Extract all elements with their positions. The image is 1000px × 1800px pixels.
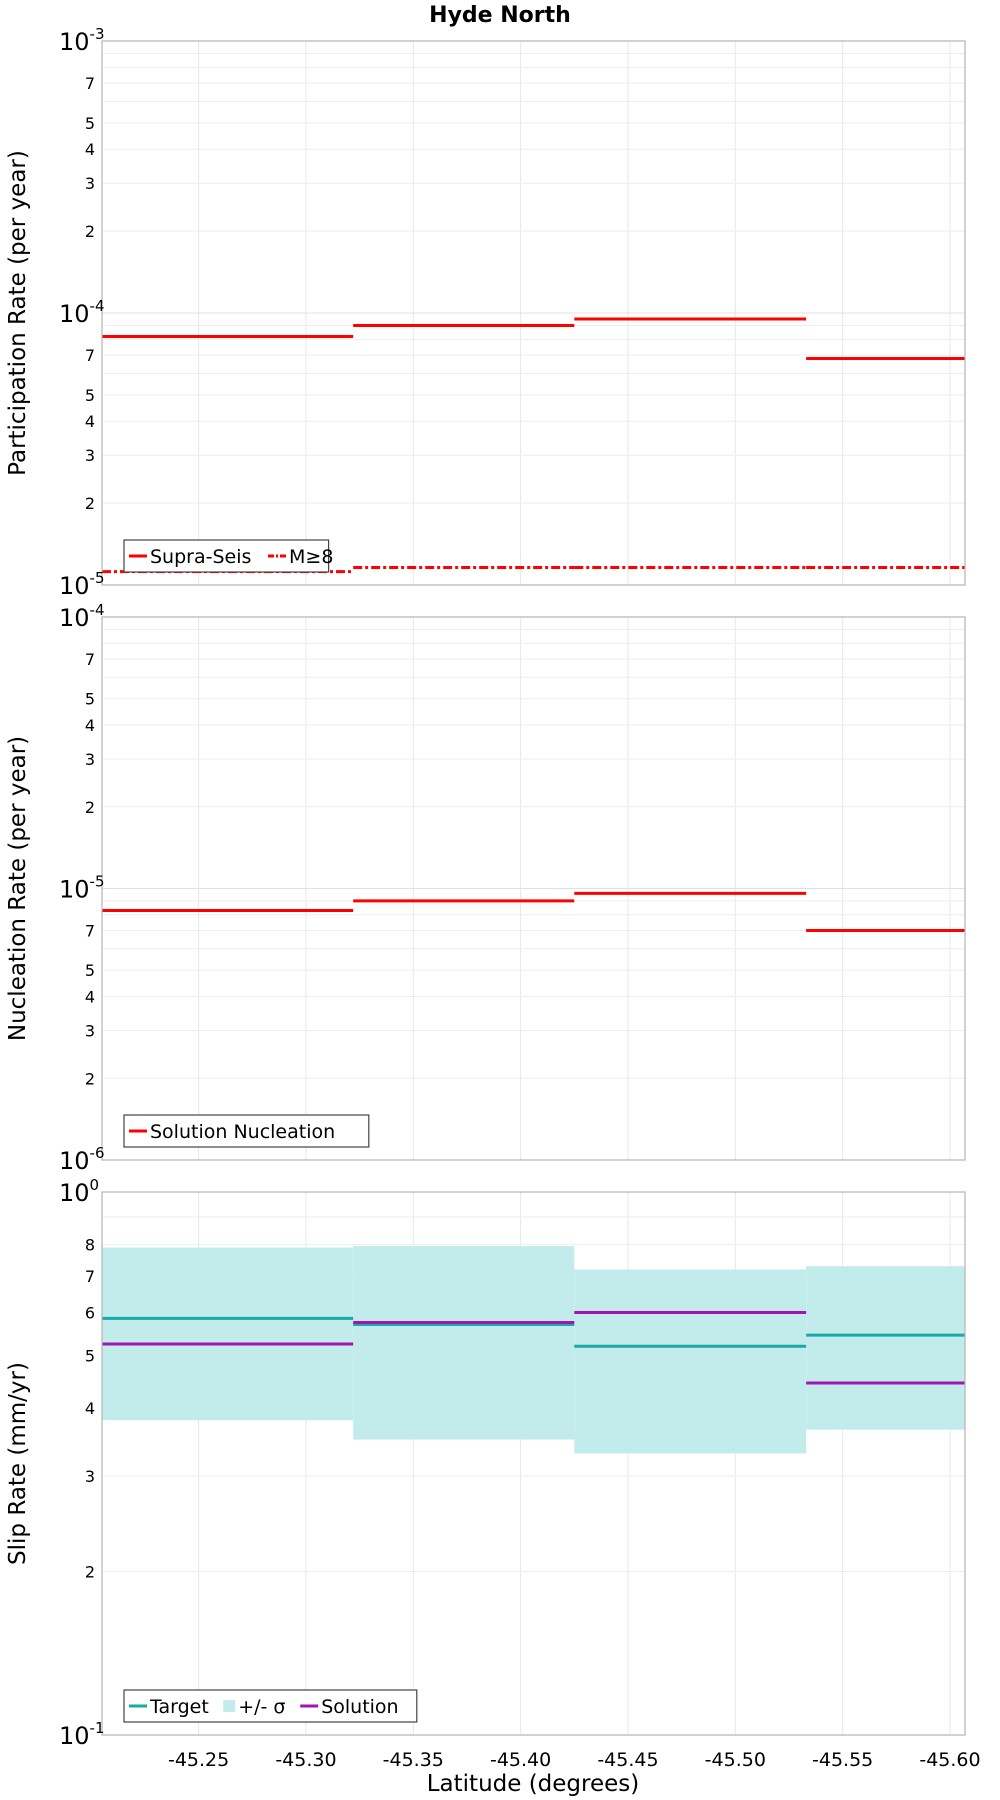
y-minor-tick-label: 5: [85, 961, 95, 980]
x-tick-label: -45.55: [812, 1749, 873, 1771]
sigma-band-segment: [102, 1247, 354, 1421]
y-minor-tick-label: 7: [85, 922, 95, 941]
panel-participation: 2 3 4 5 7 2 3 4 5 7 10-5 10-4 10-3 Participation Rate…: [5, 25, 966, 600]
y-minor-tick-label: 2: [85, 1069, 95, 1088]
legend-label: Target: [149, 1696, 209, 1718]
y-minor-tick-label: 3: [85, 446, 95, 465]
y-minor-tick-label: 2: [85, 798, 95, 817]
x-tick-label: -45.25: [168, 1749, 229, 1771]
y-axis-label: Nucleation Rate (per year): [5, 736, 31, 1041]
y-minor-tick-label: 3: [85, 174, 95, 193]
y-minor-tick-label: 8: [85, 1236, 95, 1255]
y-minor-tick-label: 4: [85, 716, 95, 735]
x-tick-label: -45.30: [275, 1749, 336, 1771]
legend-label: +/- σ: [238, 1696, 285, 1718]
panel-nucleation: 2 3 4 5 7 2 3 4 5 7 10-6 10-5 10-4 Nucleation Rate (p…: [5, 601, 966, 1175]
chart-title: Hyde North: [429, 3, 571, 28]
y-decade-tick-label: 10-5: [59, 873, 105, 904]
legend-label: Supra-Seis: [150, 546, 251, 568]
y-axis-label: Slip Rate (mm/yr): [5, 1362, 31, 1565]
sigma-band-segment: [806, 1266, 965, 1430]
y-minor-tick-label: 6: [85, 1303, 95, 1322]
legend-box: [123, 1114, 370, 1148]
y-axis-label: Participation Rate (per year): [5, 150, 31, 476]
y-minor-tick-label: 2: [85, 222, 95, 241]
legend: Supra-Seis M≥8: [123, 539, 333, 573]
legend-box: [123, 539, 330, 573]
y-minor-tick-label: 5: [85, 1346, 95, 1365]
legend-label: Solution: [321, 1696, 398, 1718]
y-minor-tick-label: 4: [85, 412, 95, 431]
y-minor-tick-label: 2: [85, 494, 95, 513]
y-minor-tick-label: 5: [85, 386, 95, 405]
y-minor-tick-label: 7: [85, 650, 95, 669]
legend: Solution Nucleation: [123, 1114, 370, 1148]
y-minor-tick-label: 5: [85, 114, 95, 133]
y-decade-tick-label: 10-5: [59, 569, 105, 600]
legend-label: Solution Nucleation: [150, 1121, 335, 1143]
y-minor-tick-label: 4: [85, 1399, 95, 1418]
y-decade-tick-label: 10-1: [59, 1719, 105, 1750]
panel-slip: 2 3 4 5 6 7 8 10-1 100 Slip Rate (mm/yr) Target +/-…: [5, 1176, 966, 1750]
plot-frame: [101, 1191, 966, 1736]
sigma-band-segment: [353, 1246, 575, 1440]
y-decade-tick-label: 10-4: [59, 297, 105, 328]
x-tick-label: -45.45: [597, 1749, 658, 1771]
y-minor-tick-label: 7: [85, 1267, 95, 1286]
x-tick-label: -45.40: [490, 1749, 551, 1771]
y-decade-tick-label: 10-6: [59, 1144, 105, 1175]
legend: Target +/- σ Solution: [123, 1689, 418, 1723]
y-decade-tick-label: 100: [59, 1176, 99, 1207]
y-minor-tick-label: 3: [85, 750, 95, 769]
y-minor-tick-label: 2: [85, 1563, 95, 1582]
legend-box: [123, 1689, 418, 1723]
x-tick-label: -45.60: [919, 1749, 980, 1771]
x-tick-label: -45.50: [705, 1749, 766, 1771]
y-minor-tick-label: 7: [85, 74, 95, 93]
legend-label: M≥8: [289, 546, 333, 568]
y-minor-tick-label: 7: [85, 346, 95, 365]
y-decade-tick-label: 10-4: [59, 601, 105, 632]
legend-swatch: [223, 1700, 236, 1712]
y-decade-tick-label: 10-3: [59, 25, 105, 56]
y-minor-tick-label: 3: [85, 1467, 95, 1486]
y-minor-tick-label: 4: [85, 988, 95, 1007]
y-minor-tick-label: 3: [85, 1021, 95, 1040]
sigma-band-segment: [574, 1269, 807, 1454]
x-tick-label: -45.35: [383, 1749, 444, 1771]
y-minor-tick-label: 4: [85, 140, 95, 159]
x-axis-label: Latitude (degrees): [427, 1771, 640, 1797]
y-minor-tick-label: 5: [85, 690, 95, 709]
plot-frame: [101, 616, 966, 1161]
plot-frame: [101, 40, 966, 586]
